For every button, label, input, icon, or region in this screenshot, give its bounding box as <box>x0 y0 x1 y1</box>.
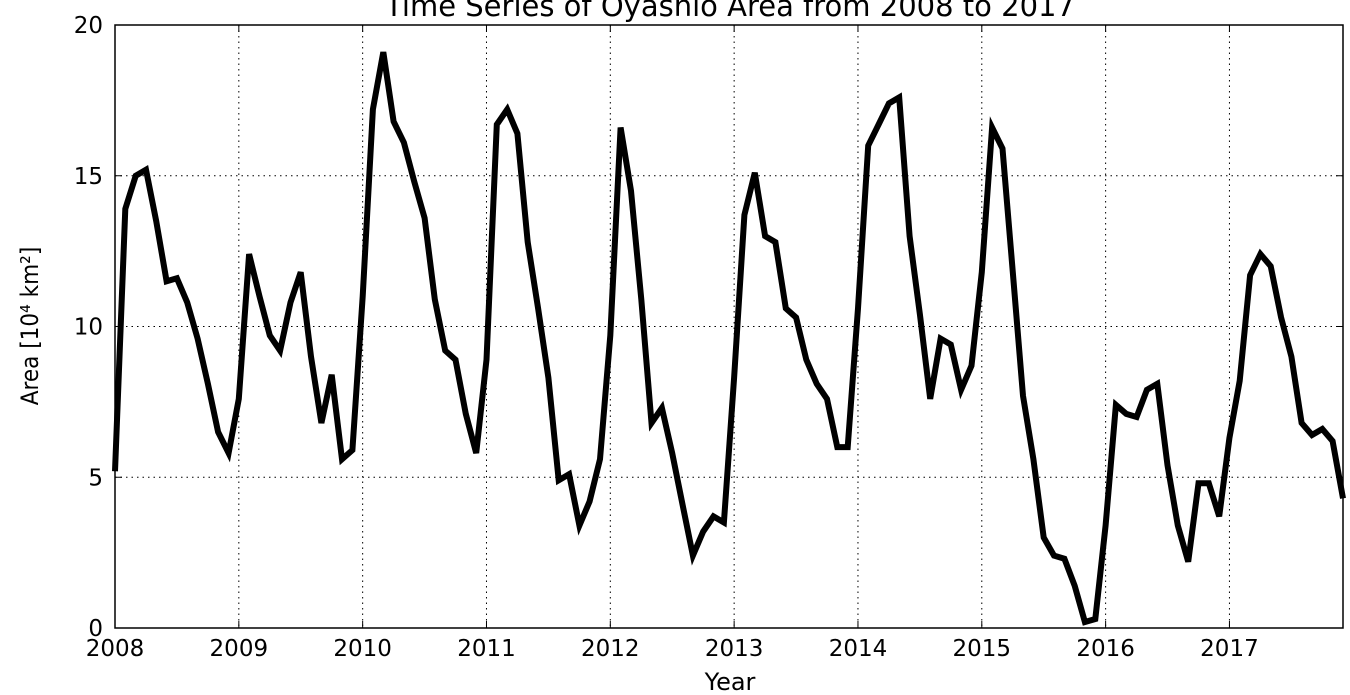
x-tick-label: 2008 <box>86 636 145 662</box>
x-tick-label: 2011 <box>457 636 516 662</box>
x-tick-label: 2015 <box>953 636 1012 662</box>
x-tick-label: 2013 <box>705 636 764 662</box>
chart-title: Time Series of Oyashio Area from 2008 to… <box>384 0 1075 23</box>
y-tick-label: 5 <box>88 465 103 491</box>
x-tick-label: 2009 <box>210 636 269 662</box>
data-line <box>112 51 1346 626</box>
y-tick-label: 0 <box>88 616 103 642</box>
x-tick-label: 2017 <box>1200 636 1259 662</box>
plot-frame <box>114 24 1344 629</box>
x-tick-label: 2016 <box>1076 636 1135 662</box>
y-tick-label: 20 <box>74 13 103 39</box>
y-tick-label: 10 <box>74 315 103 341</box>
x-tick-label: 2010 <box>333 636 392 662</box>
x-tick-label: 2014 <box>829 636 888 662</box>
x-tick-label: 2012 <box>581 636 640 662</box>
y-axis-label: Area [10⁴ km²] <box>16 247 44 406</box>
y-tick-label: 15 <box>74 164 103 190</box>
x-axis-label: Year <box>704 668 756 695</box>
